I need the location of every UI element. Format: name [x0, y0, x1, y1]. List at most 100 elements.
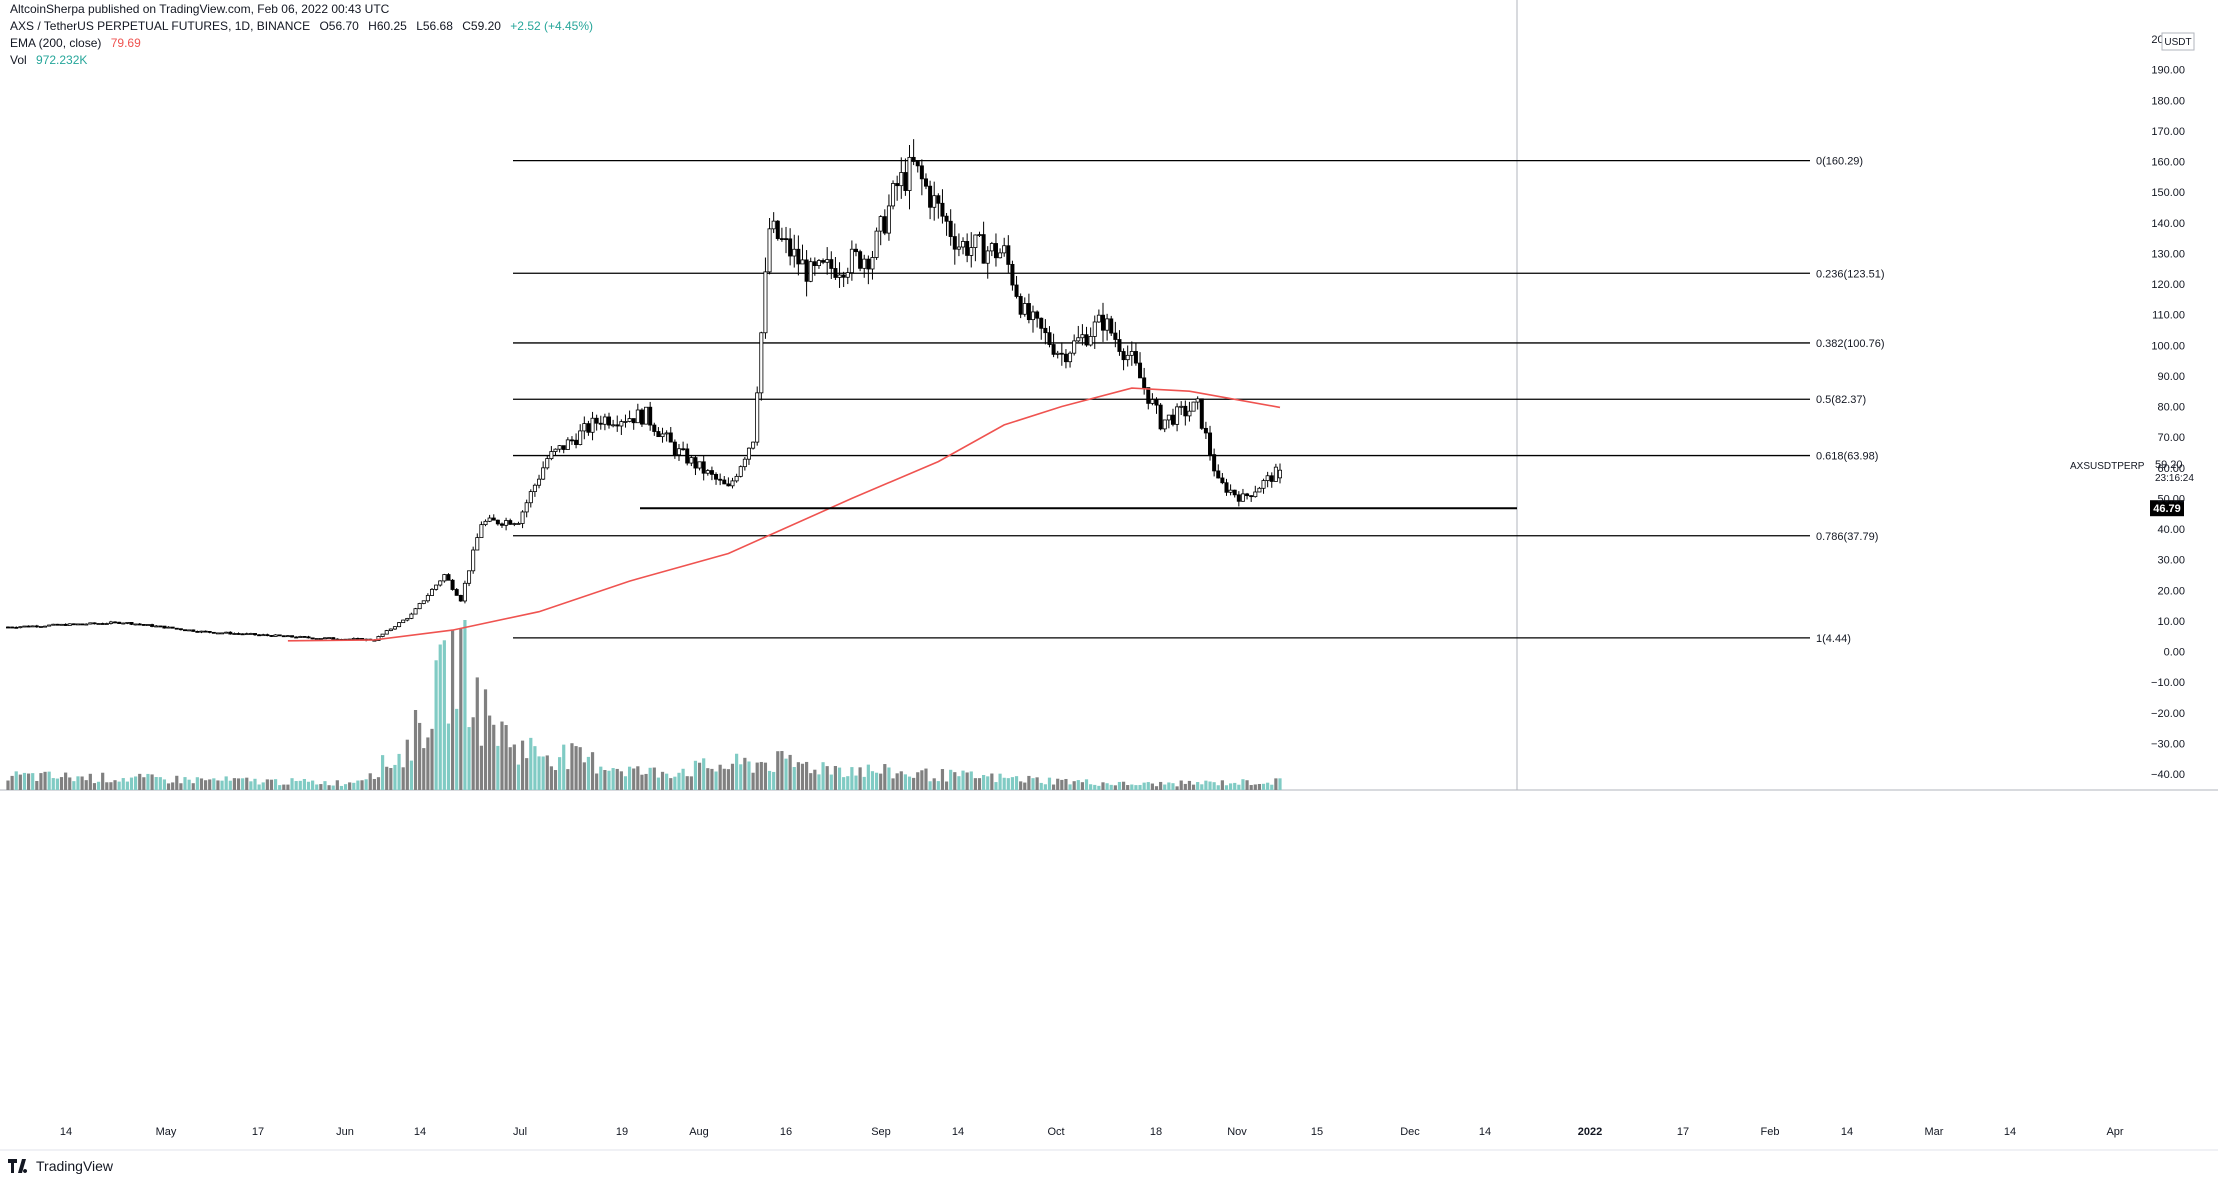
volume-bar [837, 767, 842, 790]
last-price-label: 59.20 [2155, 459, 2183, 471]
candle-body [545, 458, 550, 469]
volume-bar [409, 760, 414, 790]
candle-body [862, 258, 867, 269]
volume-bar [702, 758, 706, 790]
candle-body [989, 243, 994, 252]
volume-bar [1233, 782, 1237, 790]
fib-level-label: 1(4.44) [1816, 633, 1851, 645]
candle-body [1203, 427, 1208, 434]
currency-tag-box[interactable] [2161, 32, 2195, 51]
candle-body [557, 445, 562, 450]
candle-body [1018, 296, 1023, 315]
volume-bar [232, 778, 237, 790]
volume-bar [450, 629, 455, 790]
volume-bar [327, 785, 331, 790]
candle-body [574, 439, 579, 445]
candle-body [178, 628, 183, 631]
candle-body [1183, 405, 1188, 417]
candle-body [569, 439, 574, 442]
volume-bar [977, 778, 982, 790]
volume-bar [385, 766, 389, 790]
candle-body [1265, 475, 1270, 481]
candle-body [1072, 340, 1077, 354]
volume-bar [228, 780, 232, 790]
candle-body [1253, 491, 1258, 498]
candle-body [623, 421, 628, 423]
candle-body [220, 632, 225, 635]
price-tick-label: 10.00 [2157, 616, 2185, 628]
time-tick-label: 14 [1841, 1126, 1853, 1138]
volume-bar [109, 782, 113, 790]
candle-body [409, 613, 414, 619]
candle-body [421, 600, 426, 604]
candle-body [779, 238, 784, 240]
candle-body [993, 243, 998, 259]
candle-body [1170, 414, 1175, 425]
candle-body [100, 623, 105, 625]
volume-bar [743, 757, 747, 790]
volume-bar [763, 762, 768, 790]
candle-body [849, 248, 854, 274]
volume-bar [813, 769, 817, 790]
candle-body [471, 549, 476, 572]
candle-body [1092, 321, 1097, 337]
candle-body [578, 430, 583, 445]
candle-body [462, 582, 467, 602]
volume-bar [269, 779, 274, 790]
currency-tag[interactable]: USDT [2164, 37, 2191, 48]
volume-bar [1196, 782, 1200, 790]
time-tick-label: 18 [1150, 1126, 1162, 1138]
volume-bar [1043, 784, 1047, 790]
support-line[interactable]: 46.79 59.20 23:16:24 AXSUSDTPERP [640, 459, 2194, 517]
candle-body [1043, 327, 1048, 334]
tradingview-logo[interactable]: TradingView [8, 1158, 113, 1174]
support-price-tag[interactable] [2150, 500, 2184, 517]
price-tick-label: 20.00 [2157, 585, 2185, 597]
ema-legend[interactable]: EMA (200, close) 79.69 [10, 36, 147, 50]
candle-body [952, 236, 957, 250]
volume-bar [1117, 781, 1122, 790]
volume-bar [179, 783, 183, 790]
candle-body [1220, 477, 1225, 484]
volume-bar [549, 766, 553, 790]
candle-body [203, 630, 208, 633]
volume-bar [146, 773, 150, 790]
candle-body [199, 630, 204, 633]
volume-bar [500, 721, 504, 790]
candle-body [784, 238, 789, 241]
candle-body [652, 424, 657, 432]
volume-bar [558, 757, 562, 790]
volume-bar [533, 746, 537, 790]
price-axis[interactable]: 200.00190.00180.00170.00160.00150.00140.… [2151, 32, 2195, 781]
candle-body [401, 619, 406, 624]
volume-bar [817, 774, 821, 790]
price-tick-label: −40.00 [2151, 769, 2185, 781]
candle-body [417, 603, 422, 610]
volume-bar [870, 771, 875, 790]
volume-bar [677, 772, 681, 790]
candle-body [532, 484, 537, 493]
price-tick-label: 170.00 [2151, 126, 2185, 138]
candle-body [467, 570, 472, 584]
candle-body [129, 622, 134, 625]
time-tick-label: Jul [513, 1126, 527, 1138]
volume-bar [936, 781, 940, 790]
candle-body [314, 638, 319, 640]
candle-body [1199, 398, 1204, 429]
candle-body [714, 473, 719, 480]
time-axis[interactable]: 14 May 17 Jun 14 Jul 19 Aug 16 Sep 14 Oct 18 Nov 15 Dec… [60, 1126, 2124, 1138]
volume-bar [1249, 785, 1253, 790]
volume-bar [84, 780, 88, 790]
candle-body [907, 156, 912, 191]
fibonacci-retracement[interactable]: 0(160.29) 0.236(123.51) 0.382(100.76) 0.5(8… [513, 156, 1885, 645]
candle-body [985, 250, 990, 264]
volume-bar [1039, 782, 1043, 790]
volume-legend[interactable]: Vol 972.232K [10, 53, 93, 67]
candle-body [1014, 284, 1019, 297]
volume-bar [339, 785, 344, 790]
candle-body [125, 622, 130, 624]
candle-body [158, 625, 163, 628]
fib-level-label: 0.236(123.51) [1816, 268, 1885, 280]
candle-body [1047, 332, 1052, 345]
